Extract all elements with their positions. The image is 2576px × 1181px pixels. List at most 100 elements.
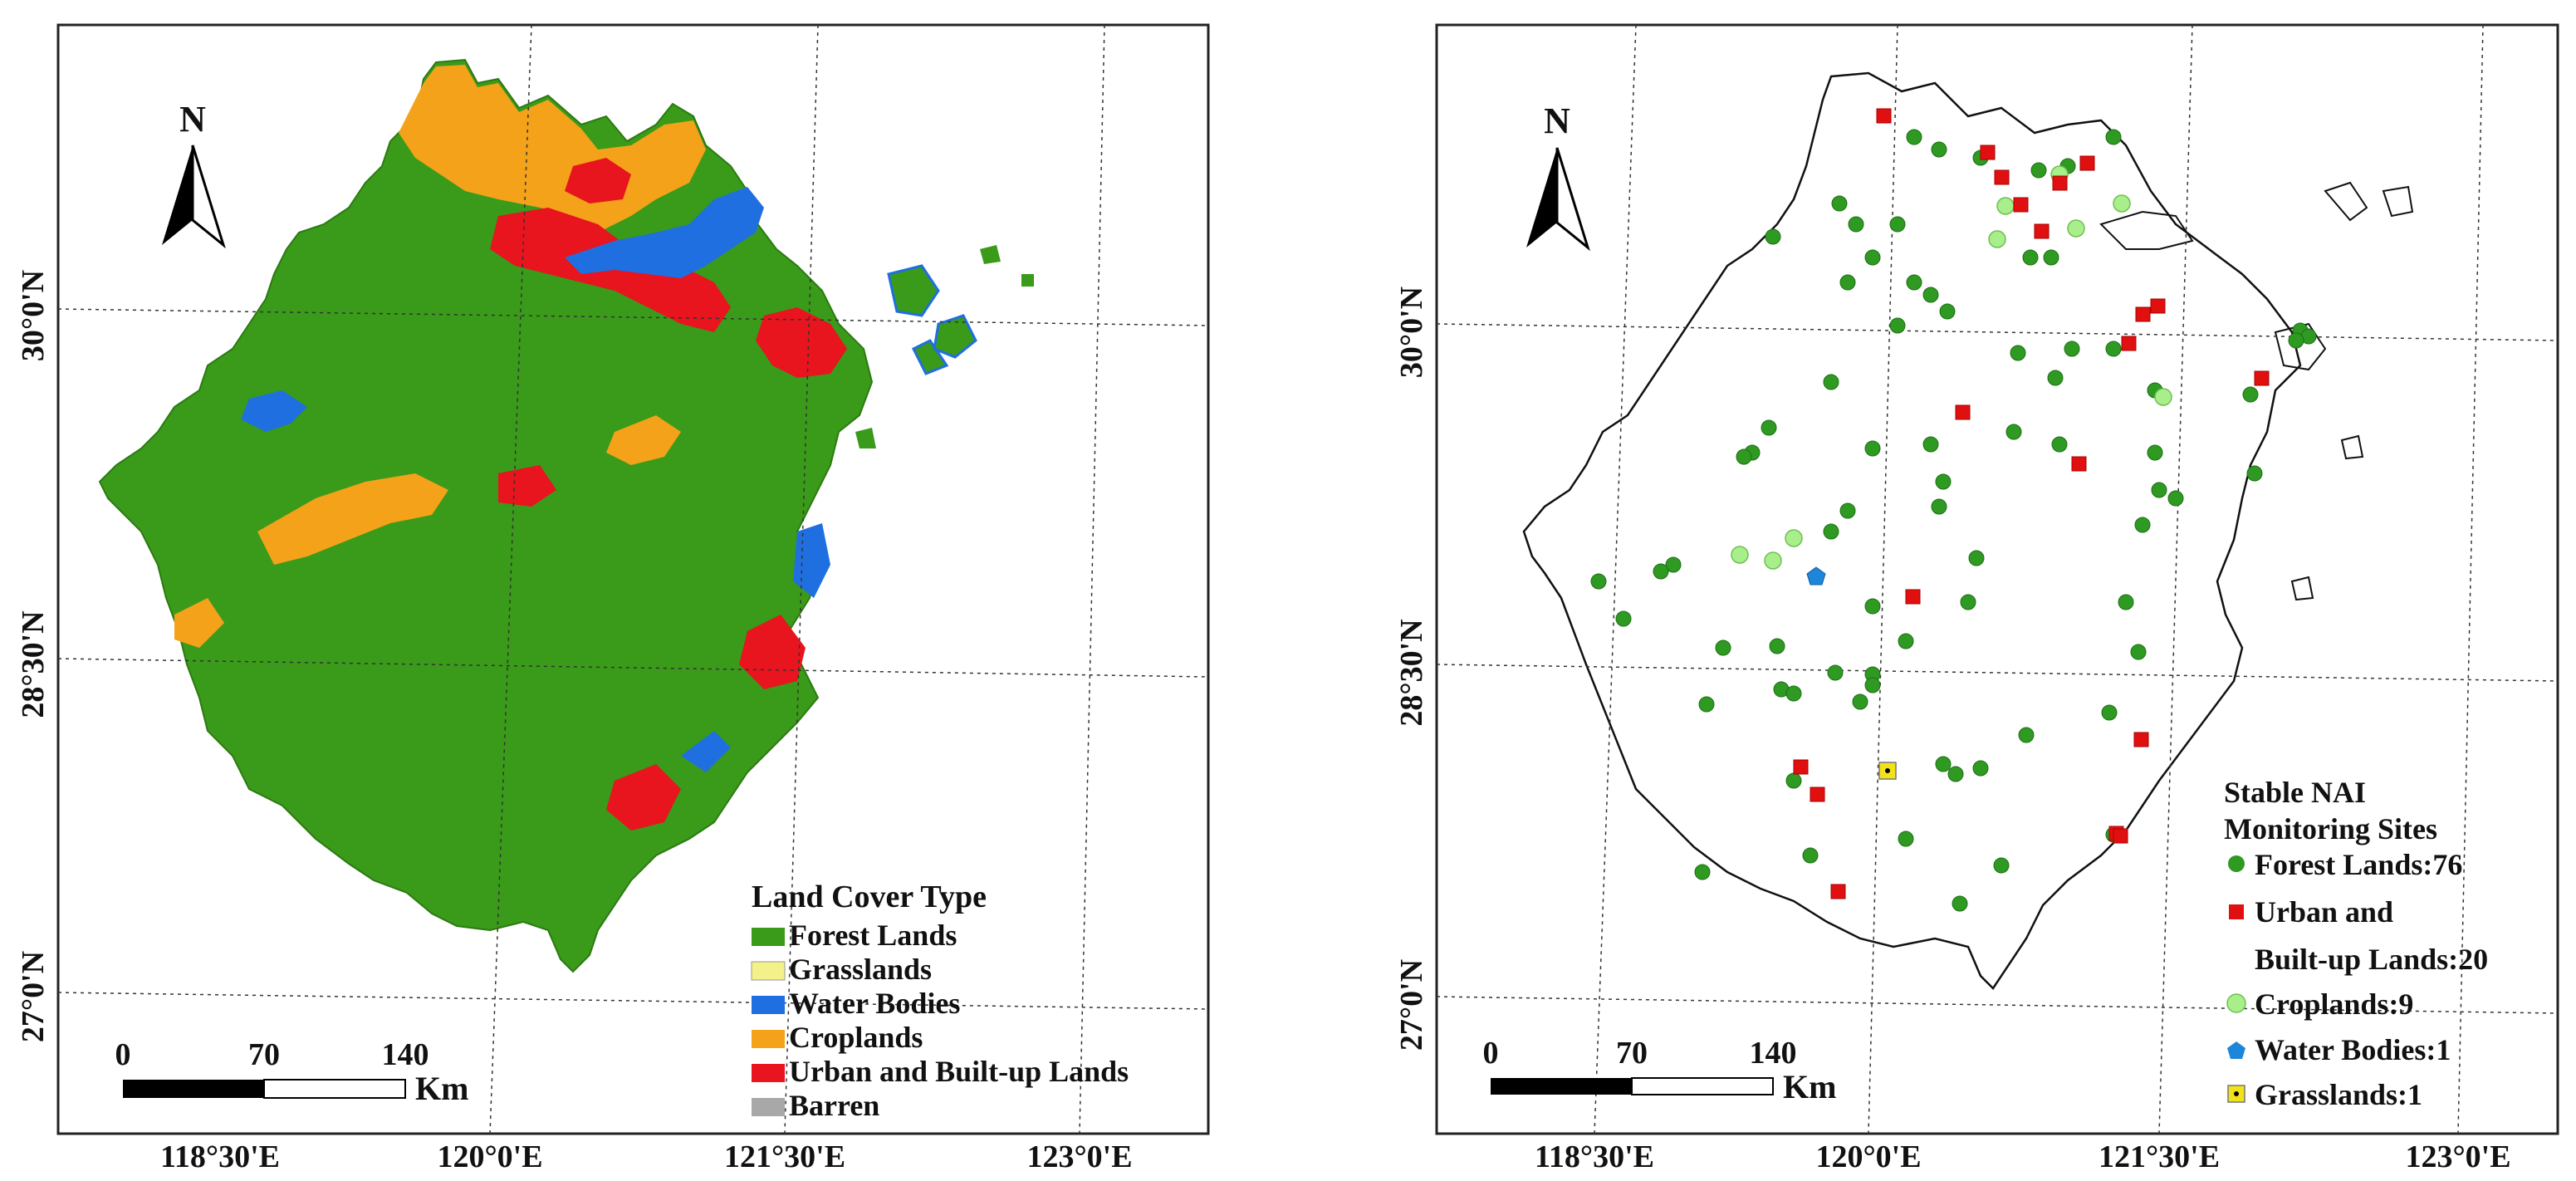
site-urban <box>1793 759 1809 775</box>
site-urban <box>2071 456 2087 472</box>
site-urban <box>1955 404 1971 420</box>
site-forest <box>1864 249 1881 266</box>
site-cropland <box>1764 551 1782 570</box>
site-forest <box>1694 864 1711 880</box>
left-lon-labels: 118°30'E 120°0'E 121°30'E 123°0'E <box>160 1139 1133 1174</box>
left-water-south <box>681 731 731 772</box>
left-lat-labels: 30°0'N 28°30'N 27°0'N <box>16 270 51 1042</box>
site-forest <box>1827 664 1844 681</box>
site-forest <box>1935 756 1952 772</box>
right-lon-labels: 118°30'E 120°0'E 121°30'E 123°0'E <box>1535 1139 2511 1174</box>
svg-text:140: 140 <box>1750 1036 1797 1071</box>
left-croplands-central <box>257 473 448 565</box>
svg-text:0: 0 <box>1483 1036 1499 1071</box>
left-croplands-east <box>606 415 681 465</box>
site-forest <box>2105 129 2122 145</box>
site-forest <box>1715 640 1731 656</box>
left-legend-item-grasslands: Grasslands <box>751 953 932 986</box>
site-forest <box>1898 633 1914 649</box>
right-sites-croplands <box>1731 165 2172 570</box>
svg-text:123°0'E: 123°0'E <box>1026 1139 1132 1174</box>
site-forest <box>1947 766 1964 782</box>
site-cropland <box>2154 388 2172 406</box>
svg-text:Forest Lands: Forest Lands <box>789 919 957 952</box>
site-urban <box>1980 145 1996 160</box>
site-forest <box>2246 465 2263 482</box>
left-legend-item-forest: Forest Lands <box>752 919 957 952</box>
right-sites-forest <box>1590 129 2317 912</box>
site-urban <box>1876 108 1892 124</box>
site-forest <box>1839 502 1856 519</box>
right-legend-item-water: Water Bodies:1 <box>2227 1033 2451 1066</box>
left-islands-zhoushan <box>887 264 977 375</box>
site-forest <box>1590 573 1607 590</box>
svg-text:28°30'N: 28°30'N <box>1394 619 1429 726</box>
left-legend-item-water: Water Bodies <box>752 987 960 1020</box>
site-forest <box>1769 638 1785 654</box>
site-forest <box>1615 610 1632 627</box>
site-forest <box>2101 704 2118 721</box>
svg-text:Water Bodies: Water Bodies <box>789 987 960 1020</box>
site-forest <box>1653 563 1669 580</box>
site-forest <box>1922 436 1939 453</box>
right-north-label: N <box>1544 100 1570 141</box>
left-scale-bar: 0 70 140 Km <box>115 1037 469 1107</box>
svg-text:120°0'E: 120°0'E <box>1815 1139 1921 1174</box>
site-forest <box>1831 195 1848 212</box>
site-forest <box>1852 693 1868 710</box>
svg-text:118°30'E: 118°30'E <box>160 1139 280 1174</box>
svg-text:Km: Km <box>415 1070 468 1107</box>
site-forest <box>2167 490 2184 507</box>
site-cropland <box>1731 546 1749 564</box>
site-forest <box>1736 448 1752 465</box>
left-croplands-north <box>399 65 706 233</box>
site-forest <box>1906 274 1922 291</box>
right-legend-title-1: Stable NAI <box>2224 776 2366 809</box>
site-forest <box>1698 696 1715 713</box>
left-map-panel: N Land Cover Type Forest Lands Grassland… <box>16 23 1210 1174</box>
svg-text:70: 70 <box>248 1037 280 1072</box>
site-forest <box>1802 847 1819 864</box>
site-urban <box>2052 175 2068 191</box>
site-urban <box>2079 155 2095 171</box>
svg-text:Water Bodies:1: Water Bodies:1 <box>2255 1033 2451 1066</box>
right-sites-urban <box>1793 108 2270 899</box>
left-legend: Land Cover Type Forest Lands Grasslands … <box>751 880 1129 1122</box>
svg-text:Built-up Lands:20: Built-up Lands:20 <box>2255 943 2488 976</box>
site-forest <box>1839 274 1856 291</box>
site-urban <box>2254 370 2270 386</box>
svg-text:0: 0 <box>115 1037 131 1072</box>
site-forest <box>2018 727 2035 743</box>
site-forest <box>2064 341 2080 357</box>
right-lat-labels: 30°0'N 28°30'N 27°0'N <box>1394 287 1429 1051</box>
left-urban-inland <box>498 465 556 507</box>
right-legend-item-forest: Forest Lands:76 <box>2228 848 2462 881</box>
left-urban-coast-taizhou <box>739 615 806 689</box>
site-forest <box>1665 556 1682 573</box>
site-cropland <box>2113 194 2131 213</box>
left-croplands-sw <box>174 598 224 648</box>
left-north-arrow: N <box>162 99 226 249</box>
svg-text:27°0'N: 27°0'N <box>1394 959 1429 1051</box>
site-forest <box>1935 473 1952 490</box>
site-forest <box>1823 374 1839 390</box>
left-graticule <box>58 25 1208 1134</box>
site-forest <box>1960 594 1976 610</box>
site-forest <box>2005 424 2022 440</box>
right-map-frame <box>1435 23 2559 1135</box>
site-urban <box>2133 732 2149 747</box>
left-legend-item-croplands: Croplands <box>752 1021 923 1054</box>
left-water-reservoir <box>241 390 307 432</box>
site-forest <box>2047 370 2064 386</box>
site-forest <box>1889 317 1906 334</box>
svg-text:123°0'E: 123°0'E <box>2405 1139 2510 1174</box>
site-cropland <box>1785 529 1803 547</box>
svg-text:Grasslands:1: Grasslands:1 <box>2255 1078 2422 1111</box>
site-forest <box>2030 162 2047 179</box>
site-forest <box>1993 857 2010 874</box>
right-scale-bar: 0 70 140 Km <box>1483 1036 1837 1105</box>
site-forest <box>1952 895 1968 912</box>
right-north-arrow: N <box>1526 100 1590 252</box>
svg-text:28°30'N: 28°30'N <box>16 610 51 718</box>
site-forest <box>1823 523 1839 540</box>
